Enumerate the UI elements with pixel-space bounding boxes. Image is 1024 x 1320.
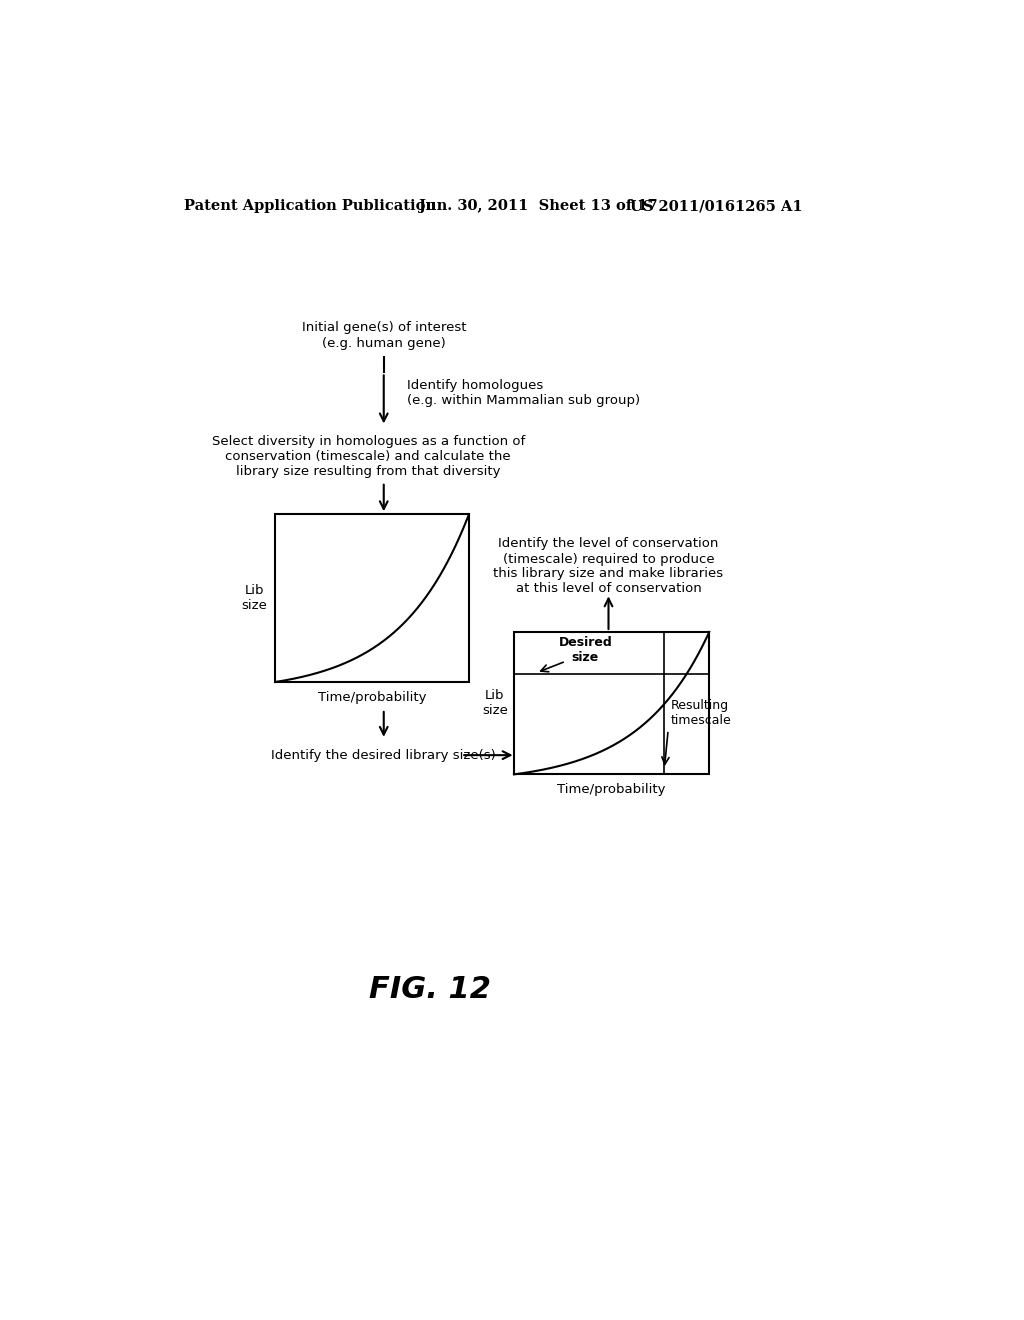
Text: Time/probability: Time/probability bbox=[557, 783, 666, 796]
Text: Patent Application Publication: Patent Application Publication bbox=[183, 199, 436, 213]
Text: US 2011/0161265 A1: US 2011/0161265 A1 bbox=[630, 199, 803, 213]
Bar bbox=[275, 513, 469, 682]
Text: Jun. 30, 2011  Sheet 13 of 17: Jun. 30, 2011 Sheet 13 of 17 bbox=[419, 199, 657, 213]
Text: Lib
size: Lib size bbox=[482, 689, 508, 717]
Text: Identify the level of conservation
(timescale) required to produce
this library : Identify the level of conservation (time… bbox=[494, 537, 724, 595]
Text: Initial gene(s) of interest
(e.g. human gene): Initial gene(s) of interest (e.g. human … bbox=[301, 322, 466, 350]
Text: Time/probability: Time/probability bbox=[317, 690, 426, 704]
Text: Identify the desired library size(s): Identify the desired library size(s) bbox=[271, 748, 496, 762]
Text: Identify homologues
(e.g. within Mammalian sub group): Identify homologues (e.g. within Mammali… bbox=[407, 379, 640, 408]
Text: FIG. 12: FIG. 12 bbox=[370, 975, 492, 1005]
Text: Lib
size: Lib size bbox=[242, 583, 267, 612]
Text: Resulting
timescale: Resulting timescale bbox=[671, 698, 731, 727]
Text: Select diversity in homologues as a function of
conservation (timescale) and cal: Select diversity in homologues as a func… bbox=[212, 434, 525, 478]
Text: Desired
size: Desired size bbox=[558, 636, 612, 664]
Bar bbox=[514, 632, 710, 775]
